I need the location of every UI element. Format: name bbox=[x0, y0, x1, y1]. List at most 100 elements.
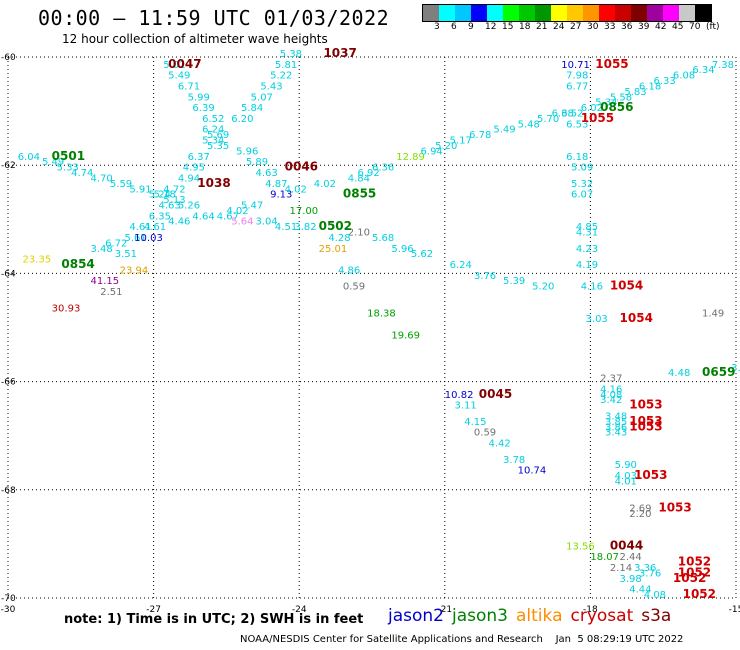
wave-height-point: 5.38 bbox=[280, 49, 302, 60]
wave-height-point: 3.11 bbox=[455, 401, 477, 412]
legend-swatch bbox=[567, 5, 583, 21]
wave-height-point: 4.19 bbox=[576, 260, 598, 271]
wave-height-point: 4.16 bbox=[581, 282, 603, 293]
legend-swatch bbox=[439, 5, 455, 21]
pass-time-label: 0502 bbox=[319, 219, 352, 233]
wave-height-point: 3.42 bbox=[600, 395, 622, 406]
wave-height-point: 4.01 bbox=[615, 476, 637, 487]
axis-tick-labels: -30 -27 -24 -21 -18 -15 -60 -62 -64 -66 -68 -70 bbox=[1, 53, 740, 615]
pass-time-label: 1053 bbox=[658, 500, 691, 514]
wave-height-point: 6.24 bbox=[202, 125, 224, 136]
wave-height-point: 5.58 bbox=[610, 92, 632, 103]
wave-height-point: 4.61 bbox=[144, 222, 166, 233]
wave-height-point: 5.49 bbox=[168, 71, 190, 82]
wave-height-point: 4.51 bbox=[275, 222, 297, 233]
wave-height-point: 4.94 bbox=[178, 173, 200, 184]
wave-height-point: 5.47 bbox=[241, 200, 263, 211]
wave-height-point: 5.68 bbox=[372, 233, 394, 244]
wave-height-point: 5.69 bbox=[207, 130, 229, 141]
wave-height-point: 5.07 bbox=[251, 92, 273, 103]
wave-height-point: 6.24 bbox=[450, 260, 472, 271]
wave-height-point: 6.38 bbox=[552, 109, 574, 120]
legend-swatch bbox=[551, 5, 567, 21]
y-tick-label: -70 bbox=[1, 594, 16, 604]
wave-height-point: 5.26 bbox=[178, 200, 200, 211]
wave-height-point: 3.86 bbox=[605, 422, 627, 433]
wave-height-point: 5.18 bbox=[154, 190, 176, 201]
wave-height-point: 6.52 bbox=[561, 109, 583, 120]
wave-height-point: 3.76 bbox=[474, 271, 496, 282]
wave-height-point: 6.33 bbox=[653, 76, 675, 87]
wave-height-point: 4.02 bbox=[226, 206, 248, 217]
satellite-jason2: jason2 bbox=[388, 606, 444, 626]
wave-height-point: 5.59 bbox=[110, 179, 132, 190]
wave-height-point: 5.90 bbox=[615, 460, 637, 471]
wave-height-point: 10.82 bbox=[445, 390, 474, 401]
note-text: note: 1) Time is in UTC; 2) SWH is in fe… bbox=[64, 612, 364, 627]
wave-height-point: 2.14 bbox=[610, 563, 632, 574]
legend-label: 9 bbox=[468, 22, 474, 32]
y-tick-label: -68 bbox=[1, 486, 16, 496]
wave-height-point: 4.03 bbox=[615, 471, 637, 482]
wave-height-point: 5.49 bbox=[493, 125, 515, 136]
wave-height-point: 23.94 bbox=[120, 265, 149, 276]
wave-height-point: 4.70 bbox=[91, 173, 113, 184]
wave-height-point: 5.84 bbox=[241, 103, 263, 114]
wave-height-point: 5.96 bbox=[236, 146, 258, 157]
wave-height-point: 4.08 bbox=[600, 390, 622, 401]
wave-height-point: 13.56 bbox=[566, 541, 595, 552]
pass-time-label: 1054 bbox=[620, 311, 653, 325]
legend-label: (ft) bbox=[706, 22, 720, 32]
wave-height-point: 4.42 bbox=[488, 439, 510, 450]
wave-height-point: 5.20 bbox=[435, 141, 457, 152]
wave-height-point: 6.78 bbox=[469, 130, 491, 141]
wave-height-point: 5.34 bbox=[202, 136, 224, 147]
wave-height-point: 0.59 bbox=[474, 428, 496, 439]
wave-height-point: 3.43 bbox=[605, 428, 627, 439]
wave-height-point: 19.69 bbox=[391, 330, 420, 341]
legend-swatch bbox=[423, 5, 439, 21]
y-tick-label: -66 bbox=[1, 378, 16, 388]
wave-height-point: 5.83 bbox=[624, 87, 646, 98]
wave-height-point: 5.13 bbox=[163, 195, 185, 206]
wave-height-point: 4.67 bbox=[217, 211, 239, 222]
wave-height-point: 5.99 bbox=[188, 92, 210, 103]
wave-height-point: 5.96 bbox=[391, 244, 413, 255]
wave-height-point: 9.13 bbox=[270, 190, 292, 201]
wave-height-point: 4.46 bbox=[168, 217, 190, 228]
wave-height-point: 6.39 bbox=[192, 103, 214, 114]
legend-swatch bbox=[679, 5, 695, 21]
x-tick-label: -18 bbox=[583, 605, 598, 615]
pass-time-label: 1052 bbox=[678, 565, 711, 579]
wave-height-point: 3.04 bbox=[256, 217, 278, 228]
pass-time-label: 0047 bbox=[168, 57, 201, 71]
wave-height-point: 3.82 bbox=[294, 222, 316, 233]
wave-height-point: 3.76 bbox=[639, 568, 661, 579]
wave-height-point: 7.98 bbox=[566, 71, 588, 82]
wave-height-point: 6.04 bbox=[18, 152, 40, 163]
time-labels: 0047103710550856105505010046103808550502… bbox=[52, 46, 736, 601]
wave-height-point: 5.91 bbox=[129, 184, 151, 195]
wave-height-point: 5.34 bbox=[595, 98, 617, 109]
legend-label: 36 bbox=[621, 22, 633, 32]
wave-height-point: 6.92 bbox=[357, 168, 379, 179]
pass-time-label: 0854 bbox=[61, 257, 94, 271]
wave-height-point: 17.00 bbox=[289, 206, 318, 217]
wave-height-point: 5.39 bbox=[503, 276, 525, 287]
wave-height-point: 4.31 bbox=[576, 228, 598, 239]
wave-height-point: 4.85 bbox=[576, 222, 598, 233]
wave-height-point: 4.61 bbox=[129, 222, 151, 233]
legend-label: 3 bbox=[434, 22, 440, 32]
pass-time-label: 0045 bbox=[479, 387, 512, 401]
legend-label: 27 bbox=[570, 22, 582, 32]
legend-swatch bbox=[455, 5, 471, 21]
wave-height-point: 7.38 bbox=[712, 60, 734, 71]
wave-height-point: 2.69 bbox=[629, 503, 651, 514]
chart-subtitle: 12 hour collection of altimeter wave hei… bbox=[62, 32, 328, 46]
pass-time-label: 0659 bbox=[702, 365, 735, 379]
wave-height-point: 4.16 bbox=[600, 384, 622, 395]
wave-height-point: 4.15 bbox=[464, 417, 486, 428]
satellite-altika: altika bbox=[516, 606, 563, 626]
pass-time-label: 0044 bbox=[610, 538, 643, 552]
